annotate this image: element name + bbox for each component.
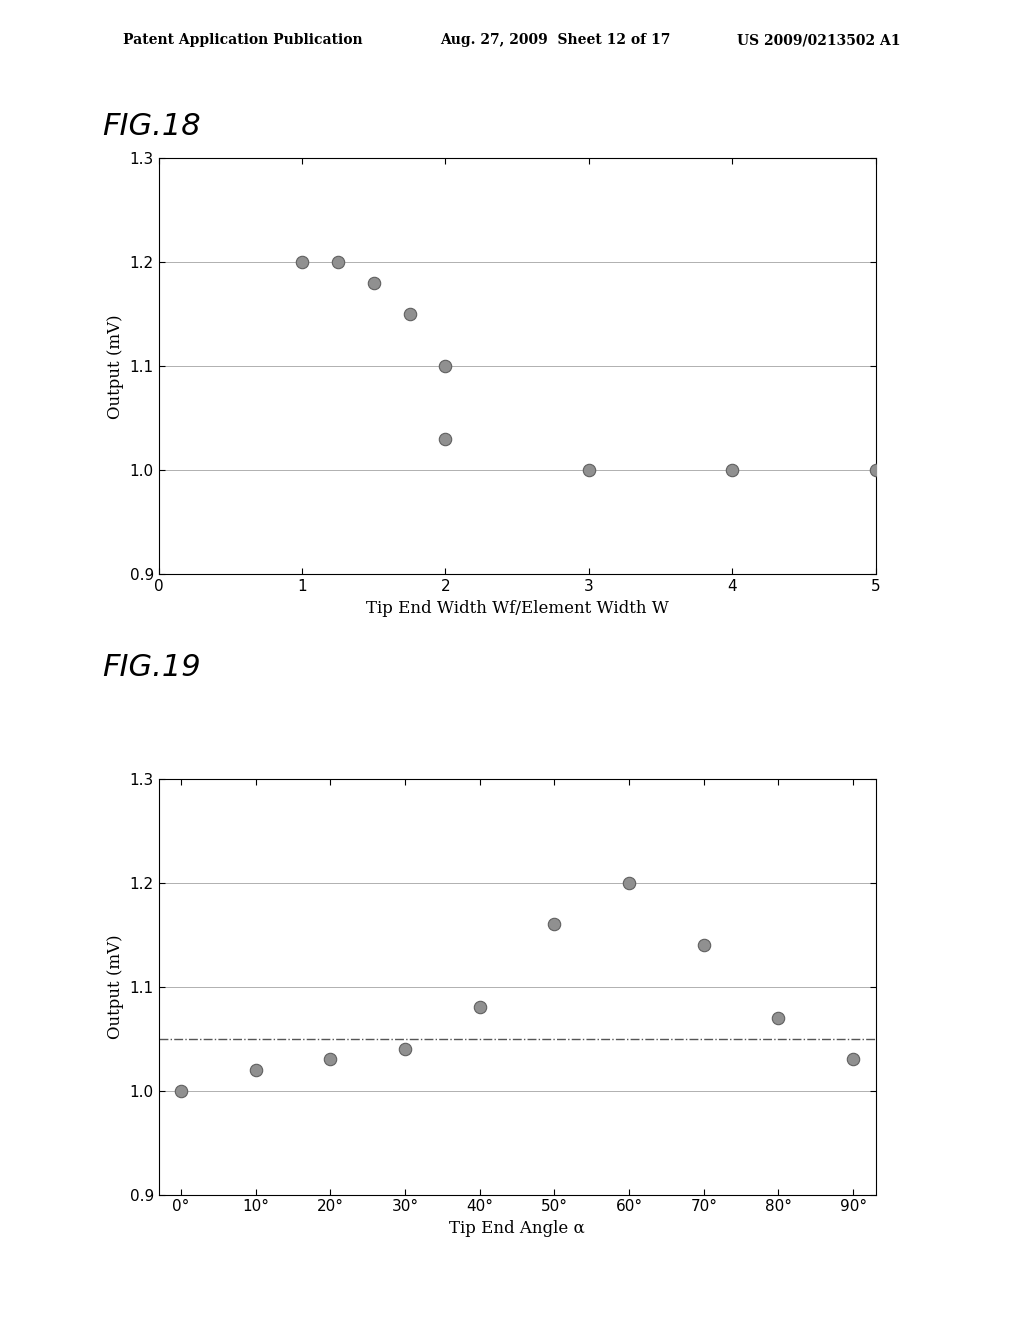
- Point: [437, 355, 454, 378]
- Point: [330, 252, 346, 273]
- Point: [867, 459, 884, 480]
- Point: [695, 935, 712, 956]
- Point: [323, 1049, 339, 1071]
- Point: [581, 459, 597, 480]
- Point: [248, 1059, 264, 1080]
- X-axis label: Tip End Angle α: Tip End Angle α: [450, 1220, 585, 1237]
- Text: Patent Application Publication: Patent Application Publication: [123, 33, 362, 48]
- Point: [397, 1039, 414, 1060]
- Point: [845, 1049, 861, 1071]
- Text: FIG.18: FIG.18: [102, 112, 201, 141]
- Point: [724, 459, 740, 480]
- Point: [472, 997, 488, 1018]
- Y-axis label: Output (mV): Output (mV): [108, 935, 124, 1039]
- Point: [294, 252, 310, 273]
- Point: [173, 1080, 189, 1101]
- Y-axis label: Output (mV): Output (mV): [108, 314, 124, 418]
- Text: FIG.19: FIG.19: [102, 653, 201, 682]
- Point: [401, 304, 418, 325]
- Point: [366, 273, 382, 294]
- X-axis label: Tip End Width Wf/Element Width W: Tip End Width Wf/Element Width W: [366, 599, 669, 616]
- Point: [621, 873, 637, 894]
- Text: US 2009/0213502 A1: US 2009/0213502 A1: [737, 33, 901, 48]
- Point: [437, 429, 454, 450]
- Text: Aug. 27, 2009  Sheet 12 of 17: Aug. 27, 2009 Sheet 12 of 17: [440, 33, 671, 48]
- Point: [770, 1007, 786, 1028]
- Point: [546, 913, 562, 935]
